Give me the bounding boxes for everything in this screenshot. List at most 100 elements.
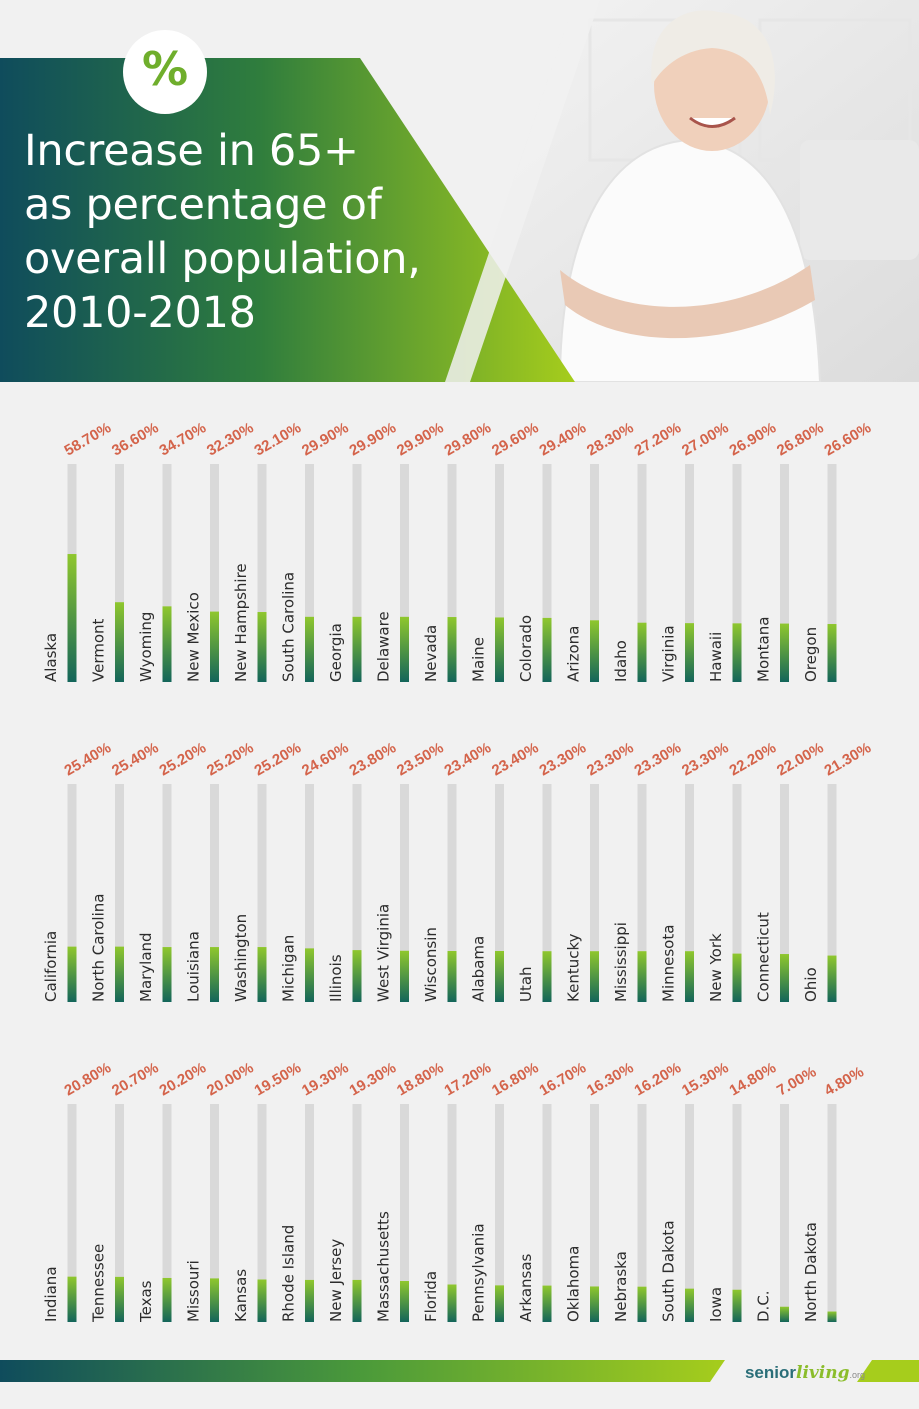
- category-label: Mississippi: [612, 922, 630, 1002]
- bar-track: [115, 1104, 124, 1322]
- category-label: New Hampshire: [232, 563, 250, 682]
- category-label: Iowa: [707, 1287, 725, 1322]
- category-label: Maryland: [137, 932, 155, 1002]
- bar-georgia: [352, 616, 362, 682]
- bar-track: [732, 1104, 742, 1322]
- bar-wisconsin: [447, 950, 457, 1002]
- bar-new-hampshire: [257, 612, 267, 682]
- value-label: 23.80%: [347, 739, 400, 779]
- category-label: New Mexico: [185, 592, 203, 682]
- value-label: 19.50%: [252, 1059, 305, 1099]
- bar-track: [780, 784, 789, 1002]
- value-label: 58.70%: [62, 419, 115, 459]
- bar-new-mexico: [210, 611, 219, 682]
- category-label: Ohio: [802, 967, 820, 1002]
- bar-florida: [447, 1284, 457, 1322]
- category-label: Oklahoma: [565, 1246, 583, 1322]
- value-label: 29.60%: [489, 419, 542, 459]
- value-label: 25.20%: [252, 739, 305, 779]
- category-label: Connecticut: [755, 912, 773, 1002]
- senior-woman-illustration: [558, 10, 822, 382]
- category-label: Georgia: [327, 623, 345, 682]
- logo-text-org: .org: [849, 1370, 865, 1380]
- category-label: Michigan: [280, 935, 298, 1002]
- category-label: South Carolina: [280, 572, 298, 682]
- header-banner: [0, 0, 919, 382]
- percent-badge-icon: %: [123, 30, 207, 114]
- category-label: Texas: [137, 1280, 155, 1323]
- logo-text-senior: senior: [744, 1363, 796, 1382]
- bar-minnesota: [685, 951, 694, 1002]
- logo-text-living: living: [795, 1363, 850, 1383]
- value-label: 23.40%: [489, 739, 542, 779]
- category-label: Louisiana: [185, 931, 203, 1002]
- bar-track: [590, 784, 599, 1002]
- value-label: 25.20%: [204, 739, 257, 779]
- bar-california: [67, 946, 77, 1002]
- bar-track: [542, 1104, 552, 1322]
- category-label: Delaware: [375, 611, 393, 682]
- bar-north-dakota: [827, 1311, 837, 1322]
- value-label: 29.90%: [394, 419, 447, 459]
- bar-hawaii: [732, 623, 742, 682]
- category-label: Massachusetts: [375, 1211, 393, 1322]
- category-label: Tennessee: [90, 1244, 108, 1323]
- value-label: 32.10%: [252, 419, 305, 459]
- bar-track: [67, 784, 77, 1002]
- bar-virginia: [685, 623, 694, 682]
- bar-track: [257, 784, 267, 1002]
- value-label: 16.20%: [632, 1059, 685, 1099]
- bar-michigan: [305, 948, 314, 1002]
- category-label: West Virginia: [375, 904, 393, 1002]
- bar-vermont: [115, 602, 124, 682]
- value-label: 7.00%: [774, 1063, 819, 1099]
- value-label: 14.80%: [727, 1059, 780, 1099]
- bar-track: [162, 784, 172, 1002]
- category-label: Kentucky: [565, 933, 583, 1002]
- category-label: Oregon: [802, 627, 820, 682]
- bar-alaska: [67, 554, 77, 682]
- value-label: 32.30%: [204, 419, 257, 459]
- category-label: Montana: [755, 617, 773, 682]
- bar-rhode-island: [305, 1279, 314, 1322]
- page-title: Increase in 65+ as percentage of overall…: [24, 124, 421, 340]
- title-line-4: 2010-2018: [24, 288, 256, 338]
- title-line-3: overall population,: [24, 234, 421, 284]
- title-band: [0, 58, 575, 382]
- bar-track: [685, 784, 694, 1002]
- category-label: Minnesota: [660, 925, 678, 1002]
- bar-track: [827, 784, 837, 1002]
- category-label: Pennsylvania: [470, 1223, 488, 1322]
- bar-alabama: [495, 950, 504, 1002]
- category-label: Maine: [470, 637, 488, 682]
- category-label: Alaska: [42, 633, 60, 682]
- bar-track: [67, 1104, 77, 1322]
- bar-track: [305, 784, 314, 1002]
- category-label: Utah: [517, 966, 535, 1002]
- bar-north-carolina: [115, 946, 124, 1002]
- category-label: Alabama: [470, 936, 488, 1002]
- bar-track: [352, 784, 362, 1002]
- category-label: Hawaii: [707, 632, 725, 682]
- bar-south-carolina: [305, 616, 314, 682]
- category-label: Arkansas: [517, 1253, 535, 1322]
- bar-track: [447, 1104, 457, 1322]
- bar-maine: [495, 617, 504, 682]
- title-line-1: Increase in 65+: [24, 126, 359, 176]
- bar-colorado: [542, 617, 552, 682]
- bar-track: [400, 1104, 409, 1322]
- category-label: New Jersey: [327, 1239, 345, 1322]
- bar-west-virginia: [400, 950, 409, 1002]
- bar-track: [732, 464, 742, 682]
- bar-tennessee: [115, 1276, 124, 1322]
- value-label: 16.80%: [489, 1059, 542, 1099]
- value-label: 16.70%: [537, 1059, 590, 1099]
- value-label: 23.30%: [632, 739, 685, 779]
- value-label: 4.80%: [822, 1063, 867, 1099]
- category-label: Vermont: [90, 618, 108, 682]
- value-label: 23.30%: [679, 739, 732, 779]
- category-label: New York: [707, 933, 725, 1002]
- category-label: Nevada: [422, 625, 440, 682]
- bar-track: [352, 1104, 362, 1322]
